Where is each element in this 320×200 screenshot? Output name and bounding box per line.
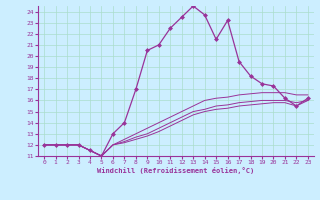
- X-axis label: Windchill (Refroidissement éolien,°C): Windchill (Refroidissement éolien,°C): [97, 167, 255, 174]
